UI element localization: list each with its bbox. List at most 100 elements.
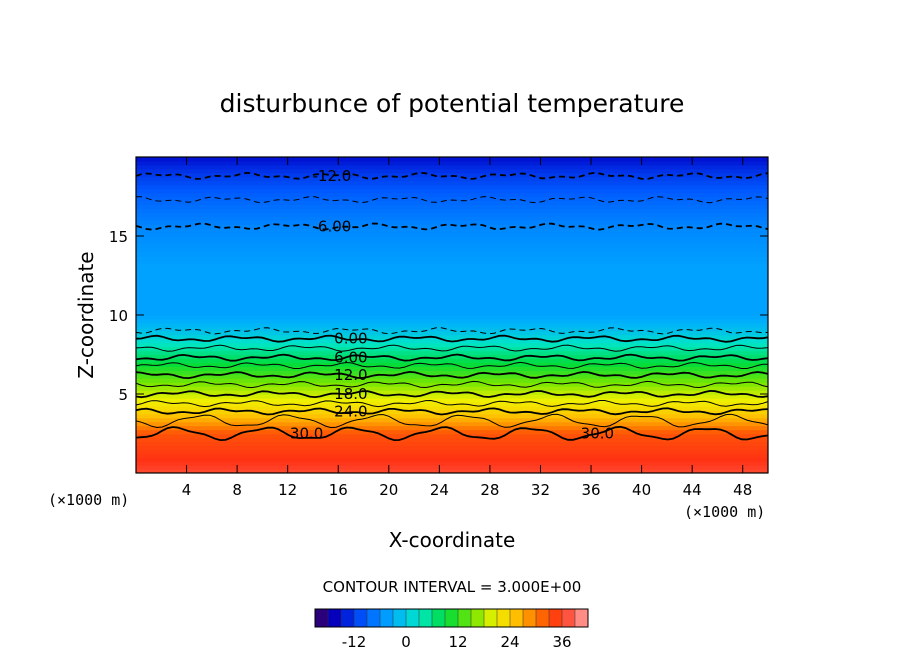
x-axis-label: X-coordinate <box>389 528 516 552</box>
field-band <box>136 157 768 162</box>
field-band <box>136 401 768 407</box>
field-band <box>136 469 768 473</box>
x-tick-label: 4 <box>182 481 192 499</box>
field-band <box>136 259 768 265</box>
field-band <box>136 204 768 209</box>
x-tick-label: 20 <box>379 481 398 499</box>
colorbar-cell <box>471 609 485 627</box>
x-unit-right: (×1000 m) <box>684 503 765 521</box>
field-band <box>136 168 768 174</box>
field-band <box>136 243 768 249</box>
contour-line <box>136 399 768 408</box>
color-field <box>136 157 768 473</box>
field-band <box>136 386 768 391</box>
contour-label: 6.00 <box>334 349 367 367</box>
colorbar-tick-label: 0 <box>401 633 411 651</box>
y-tick-label: 15 <box>109 228 128 246</box>
contour-line <box>136 413 768 429</box>
field-band <box>136 299 768 304</box>
colorbar-cell <box>432 609 446 627</box>
field-band <box>136 307 768 312</box>
field-band <box>136 160 768 166</box>
colorbar-cell <box>341 609 355 627</box>
field-band <box>136 164 768 170</box>
contour-label: 12.0 <box>334 366 367 384</box>
field-band <box>136 342 768 348</box>
field-band <box>136 429 768 435</box>
field-band <box>136 291 768 296</box>
y-axis-label: Z-coordinate <box>74 251 98 378</box>
contour-label: 18.0 <box>334 385 367 403</box>
field-band <box>136 461 768 466</box>
contour-label: 30.0 <box>290 425 323 443</box>
x-tick-label: 16 <box>329 481 348 499</box>
x-axis-ticks: 4 8 12 16 20 24 28 32 36 40 44 48 <box>182 157 752 499</box>
contour-label: 0.00 <box>334 330 367 348</box>
colorbar-cell <box>445 609 459 627</box>
y-axis-ticks: 5 10 15 <box>109 228 768 404</box>
field-band <box>136 180 768 186</box>
colorbar-cell <box>523 609 537 627</box>
field-band <box>136 275 768 281</box>
field-band <box>136 283 768 288</box>
colorbar-cell <box>419 609 433 627</box>
colorbar-cell <box>393 609 407 627</box>
field-band <box>136 326 768 332</box>
x-tick-label: 48 <box>733 481 752 499</box>
field-band <box>136 208 768 213</box>
field-band <box>136 287 768 292</box>
field-band <box>136 453 768 458</box>
field-band <box>136 220 768 225</box>
colorbar-tick-label: 12 <box>448 633 467 651</box>
field-band <box>136 184 768 190</box>
field-band <box>136 370 768 375</box>
field-band <box>136 382 768 387</box>
contour-label: -6.00 <box>313 218 352 236</box>
field-band <box>136 192 768 198</box>
field-band <box>136 200 768 205</box>
contour-line <box>136 407 768 416</box>
contour-line <box>136 327 768 335</box>
contour-line <box>136 425 768 442</box>
contour-line <box>136 171 768 180</box>
colorbar-cell <box>497 609 511 627</box>
field-band <box>136 394 768 399</box>
contour-line <box>136 389 768 399</box>
field-band <box>136 445 768 450</box>
contour-line <box>136 196 768 204</box>
contour-line <box>136 370 768 380</box>
field-band <box>136 247 768 253</box>
contour-line <box>136 334 768 343</box>
field-band <box>136 437 768 442</box>
contour-line <box>136 222 768 231</box>
contour-interval-label: CONTOUR INTERVAL = 3.000E+00 <box>323 578 582 596</box>
field-band <box>136 236 768 241</box>
colorbar-cell <box>354 609 368 627</box>
field-band <box>136 263 768 269</box>
field-band <box>136 239 768 245</box>
x-tick-label: 32 <box>531 481 550 499</box>
field-band <box>136 390 768 395</box>
colorbar-tick-label: -12 <box>342 633 367 651</box>
field-band <box>136 421 768 427</box>
field-band <box>136 303 768 308</box>
field-band <box>136 224 768 229</box>
colorbar-cell <box>328 609 342 627</box>
field-band <box>136 311 768 316</box>
field-band <box>136 318 768 324</box>
field-band <box>136 295 768 300</box>
field-band <box>136 255 768 261</box>
field-band <box>136 322 768 328</box>
x-tick-label: 8 <box>232 481 242 499</box>
contour-label: -12.0 <box>313 167 352 185</box>
field-band <box>136 196 768 202</box>
field-band <box>136 378 768 383</box>
colorbar-tick-label: 24 <box>500 633 519 651</box>
colorbar-cell <box>536 609 550 627</box>
field-band <box>136 457 768 462</box>
colorbar-cell <box>315 609 329 627</box>
colorbar-frame <box>314 608 589 628</box>
colorbar <box>315 609 589 627</box>
